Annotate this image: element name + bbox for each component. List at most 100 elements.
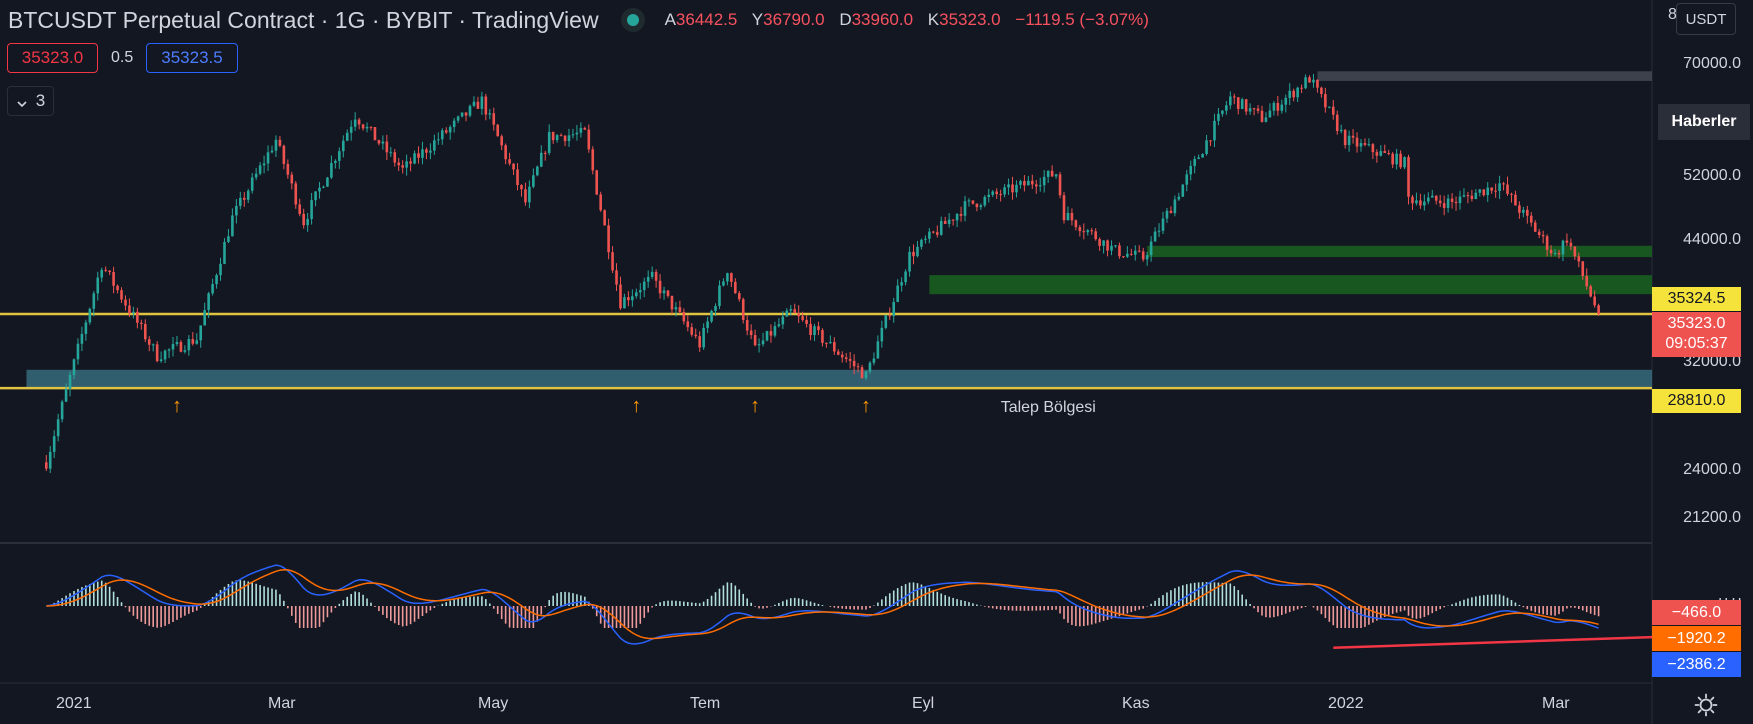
candle-body [1232,96,1236,98]
candle-body [1038,185,1042,187]
candle-body [951,219,955,221]
candle-body [1082,231,1086,233]
candle-body [1597,305,1600,314]
candle-body [908,251,911,272]
candle-body [1034,184,1038,187]
candle-body [674,307,678,310]
candle-body [1165,210,1169,219]
ohlc-open-label: A [664,10,676,29]
candle-body [1229,96,1232,106]
candle-body [1395,153,1398,165]
candle-body [1367,144,1371,146]
candle-body [789,309,793,311]
candle-body [1557,253,1561,255]
candle-body [805,319,808,324]
news-button[interactable]: Haberler [1658,104,1750,140]
candle-body [983,197,987,206]
settings-gear-icon[interactable] [1693,692,1719,718]
candle-body [1225,105,1228,111]
candle-body [646,276,650,282]
candle-body [116,285,119,291]
candle-body [1023,181,1026,186]
candle-body [425,149,428,153]
candle-body [44,462,48,469]
candle-body [128,305,131,314]
demand-zone [26,369,1653,389]
candle-body [797,313,800,317]
price-tick-label: 32000.0 [1683,353,1741,370]
candle-body [1027,180,1030,186]
candle-body [48,451,52,469]
candle-body [270,150,274,153]
indicator-toggle-button[interactable]: 3 [7,86,54,116]
candle-body [1589,286,1592,297]
candle-body [1462,195,1466,197]
ohlc-low-value: 33960.0 [851,10,914,29]
candle-body [1201,153,1204,158]
candle-body [1375,152,1379,156]
candle-body [1537,231,1541,235]
candle-body [726,273,729,282]
time-tick-label: Kas [1122,695,1150,712]
candle-body [1522,209,1525,213]
candle-body [734,281,737,294]
candle-body [512,163,515,170]
candle-body [769,331,773,336]
macd-signal-line [46,568,1599,640]
candle-body [1280,104,1284,111]
candle-body [1181,184,1185,197]
candle-body [627,297,630,301]
candle-body [1577,256,1581,262]
candle-body [444,130,448,133]
candle-body [702,327,705,348]
ohlc-high-value: 36790.0 [763,10,825,29]
indicator-count: 3 [35,91,46,110]
candle-body [504,145,507,160]
candle-body [1434,195,1438,201]
candle-body [1569,242,1573,247]
ohlc-open-value: 36442.5 [675,10,738,29]
candle-body [840,354,844,358]
candle-body [722,281,725,286]
candle-body [963,201,967,216]
candle-body [1585,276,1589,287]
candle-body [880,327,884,342]
candle-body [642,281,646,291]
candle-body [551,131,555,141]
candle-body [583,127,587,130]
candle-body [1046,170,1050,177]
candle-body [516,169,519,186]
candle-body [1387,152,1391,154]
candle-body [385,141,389,153]
buy-price-button[interactable]: 35323.5 [146,43,238,73]
candle-body [623,297,626,309]
candle-body [1141,251,1145,260]
candle-body [1403,157,1406,168]
candle-body [440,130,444,140]
candle-body [1466,195,1470,197]
chevron-down-icon [16,95,28,108]
sell-price-button[interactable]: 35323.0 [7,43,98,73]
candle-body [56,419,60,437]
candle-body [488,113,492,115]
candle-body [199,325,203,341]
candle-body [286,163,290,175]
currency-button[interactable]: USDT [1676,3,1736,35]
macd-line-tag: −2386.2 [1652,652,1741,677]
candle-body [761,340,765,345]
candle-body [480,96,484,109]
candle-body [294,183,298,205]
candle-body [904,271,907,283]
candle-body [559,135,563,137]
candle-body [464,112,468,116]
candle-body [1197,157,1200,159]
candle-body [785,310,789,317]
candle-body [1383,151,1387,153]
ohlc-close-value: 35323.0 [939,10,1001,29]
candle-body [536,166,539,176]
candle-body [654,271,658,281]
candle-body [147,339,151,345]
candle-body [108,270,111,273]
candle-body [939,220,943,235]
